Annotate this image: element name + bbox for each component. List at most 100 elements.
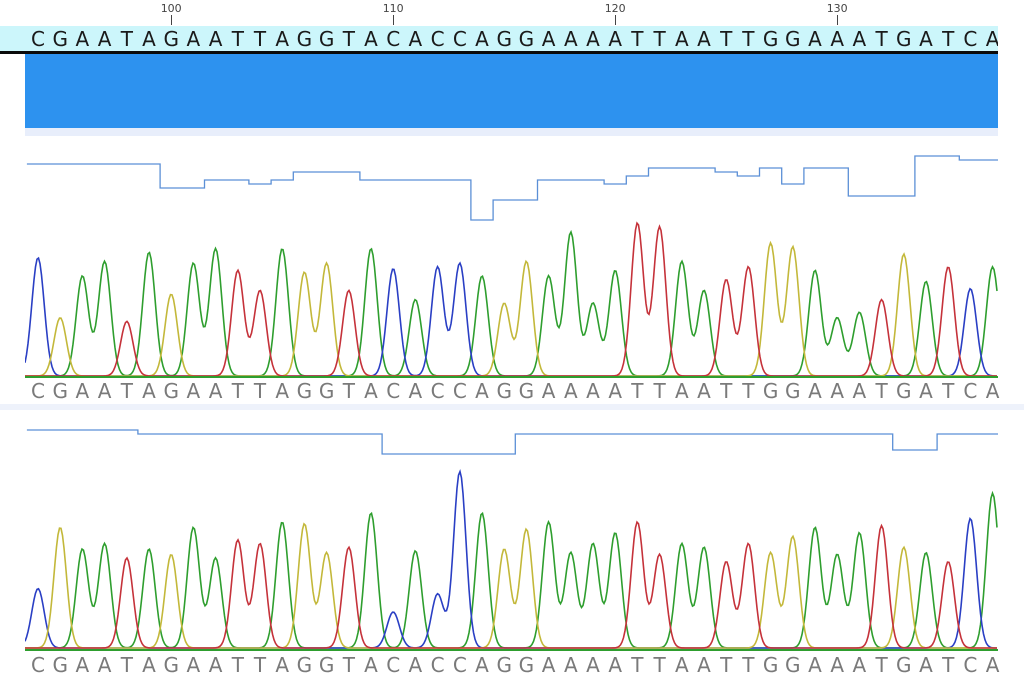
- base-letter: A: [364, 653, 378, 677]
- base-letter: G: [518, 379, 535, 403]
- base-letter: T: [631, 379, 644, 403]
- base-letter: G: [318, 653, 335, 677]
- base-letter: A: [208, 653, 223, 677]
- base-letter: G: [496, 27, 512, 51]
- base-letter: A: [75, 379, 90, 403]
- base-letter: G: [296, 653, 313, 677]
- base-letter: T: [253, 653, 267, 677]
- base-letter: T: [720, 379, 733, 403]
- base-letter: G: [163, 379, 179, 403]
- base-letter: T: [231, 27, 244, 51]
- chromatogram-trace-1[interactable]: [25, 136, 998, 378]
- base-letter: T: [942, 27, 955, 51]
- trace-baseline-2: [25, 649, 998, 651]
- base-letter: A: [586, 379, 600, 403]
- base-letter: A: [475, 653, 489, 677]
- base-letter: C: [963, 27, 978, 51]
- base-letter: A: [186, 379, 201, 403]
- base-letter: G: [762, 653, 779, 677]
- base-letter: G: [785, 653, 801, 677]
- base-letter: A: [608, 653, 623, 677]
- identity-bar: [25, 54, 998, 128]
- ruler-tick-mark: [837, 15, 839, 25]
- base-letter: T: [231, 379, 244, 403]
- quality-step-line: [26, 429, 998, 455]
- base-letter: G: [518, 27, 535, 51]
- base-letter: G: [296, 379, 313, 403]
- base-letter: T: [231, 653, 244, 677]
- base-letter: A: [563, 379, 578, 403]
- base-letter: A: [541, 379, 556, 403]
- base-letter: A: [919, 653, 933, 677]
- base-letter: T: [120, 27, 133, 51]
- base-letter: A: [97, 27, 112, 51]
- chromatogram-svg-1: [25, 155, 998, 377]
- trace-line-C: [25, 256, 997, 377]
- base-letter: A: [830, 653, 845, 677]
- base-letter: A: [186, 27, 201, 51]
- base-letter: A: [697, 27, 711, 51]
- base-letter: G: [163, 27, 179, 51]
- track-divider: [25, 128, 998, 136]
- base-letter: C: [386, 379, 401, 403]
- base-letter: A: [142, 379, 156, 403]
- base-letter: A: [852, 27, 867, 51]
- base-letter: G: [296, 27, 313, 51]
- base-letter: G: [496, 653, 512, 677]
- base-letter: G: [52, 379, 68, 403]
- base-letter: A: [541, 27, 556, 51]
- base-letter: G: [896, 27, 912, 51]
- base-letter: A: [563, 27, 578, 51]
- base-letter: T: [875, 379, 888, 403]
- base-letter: A: [830, 379, 845, 403]
- base-letter: T: [342, 379, 355, 403]
- ruler-tick-mark: [171, 15, 173, 25]
- base-letter: G: [52, 653, 68, 677]
- chromatogram-trace-2[interactable]: [25, 410, 998, 650]
- ruler-tick-mark: [615, 15, 617, 25]
- base-letter: C: [452, 379, 467, 403]
- base-letter: A: [808, 27, 822, 51]
- quality-step-line: [26, 155, 998, 221]
- base-letter: C: [430, 379, 445, 403]
- base-letter: T: [253, 27, 267, 51]
- base-letter: A: [586, 27, 600, 51]
- base-letter: G: [52, 27, 68, 51]
- base-letter: C: [31, 653, 45, 677]
- base-letter: A: [674, 653, 689, 677]
- base-letter: G: [762, 27, 779, 51]
- base-letter: T: [653, 27, 666, 51]
- base-letter: A: [408, 653, 423, 677]
- base-letter: G: [896, 653, 912, 677]
- base-letter: T: [875, 27, 888, 51]
- base-letter: T: [742, 653, 755, 677]
- base-letter: A: [208, 27, 223, 51]
- trace-line-G: [25, 240, 997, 377]
- trace-line-T: [25, 520, 997, 649]
- base-letter: G: [496, 379, 512, 403]
- base-letter: G: [785, 379, 801, 403]
- base-letter: A: [75, 653, 90, 677]
- base-letter: A: [608, 27, 623, 51]
- ruler-tick-label: 130: [826, 2, 848, 15]
- base-letter: A: [563, 653, 578, 677]
- base-letter: C: [31, 379, 45, 403]
- base-letter: T: [653, 379, 666, 403]
- base-letter: G: [896, 379, 912, 403]
- base-letter: A: [852, 379, 867, 403]
- trace-baseline-1: [25, 376, 998, 378]
- base-letter: C: [386, 653, 401, 677]
- base-letter: A: [475, 379, 489, 403]
- read-separator: [0, 404, 1024, 410]
- base-letter: A: [275, 27, 290, 51]
- base-letter: A: [674, 379, 689, 403]
- base-letter: A: [75, 27, 90, 51]
- base-letter: A: [541, 653, 556, 677]
- base-letter: T: [653, 653, 666, 677]
- base-letter: A: [919, 379, 933, 403]
- base-letter: A: [364, 379, 378, 403]
- base-letter: T: [720, 27, 733, 51]
